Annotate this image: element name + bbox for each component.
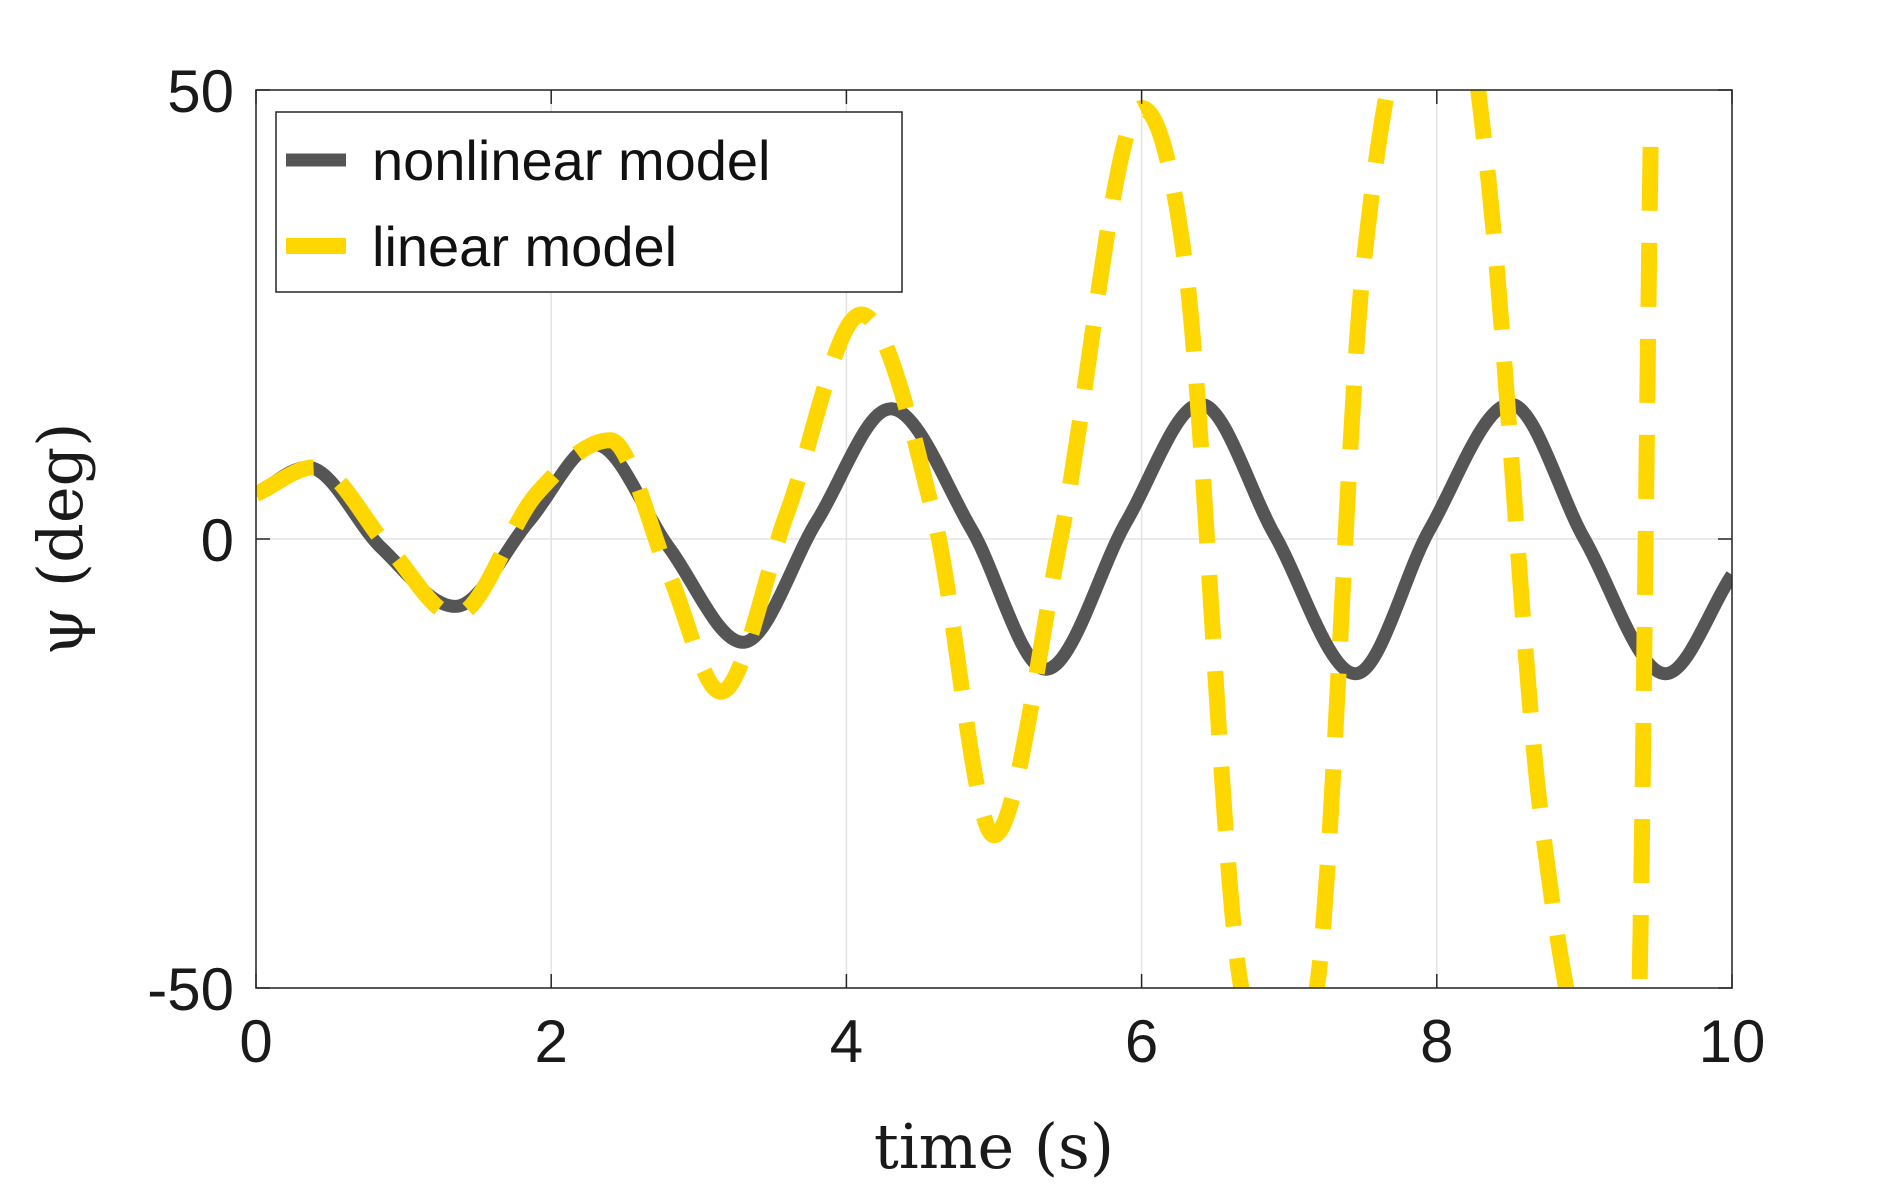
ticks xyxy=(255,89,1733,989)
legend-label-nonlinear: nonlinear model xyxy=(372,129,770,192)
x-tick-label: 6 xyxy=(1125,1008,1158,1075)
x-tick-label: 0 xyxy=(239,1008,272,1075)
legend-box xyxy=(275,111,903,293)
legend-label-linear: linear model xyxy=(372,215,677,278)
x-tick-label: 4 xyxy=(830,1008,863,1075)
x-tick-label: 2 xyxy=(535,1008,568,1075)
series-line-linear-model xyxy=(256,90,1659,988)
y-tick-label: 0 xyxy=(201,507,234,574)
x-axis-label: time (s) xyxy=(874,1110,1114,1183)
y-axis-label: ψ (deg) xyxy=(24,423,97,656)
series-layer xyxy=(256,90,1732,988)
y-tick-label: -50 xyxy=(147,956,234,1023)
x-tick-label: 8 xyxy=(1420,1008,1453,1075)
x-tick-label: 10 xyxy=(1699,1008,1766,1075)
legend: nonlinear model linear model xyxy=(275,111,903,293)
y-tick-label: 50 xyxy=(167,58,234,125)
